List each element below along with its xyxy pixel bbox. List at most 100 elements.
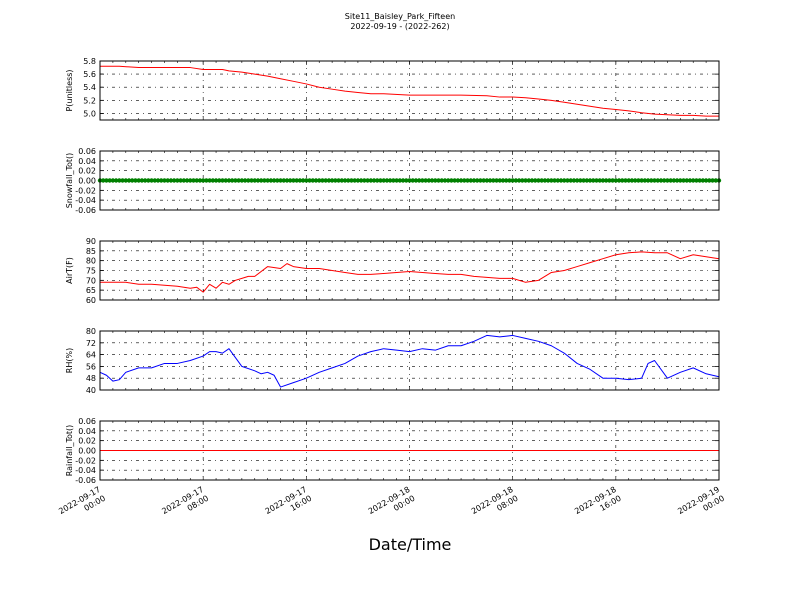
data-point [304,178,309,183]
data-point [526,178,531,183]
data-point [661,178,667,183]
data-point [352,178,357,183]
data-point [275,178,280,183]
data-point [333,178,338,183]
y-tick-label: 0.04 [78,157,96,166]
y-tick-label: -0.02 [75,456,96,465]
data-point [455,178,461,183]
series-line [100,251,720,293]
data-point [416,178,422,183]
data-point [233,178,238,183]
panel-4: 80 72 64 56 48 40 RH(%) [65,327,720,395]
data-point [562,178,567,183]
data-point [520,178,525,183]
data-point [278,178,283,183]
data-point [371,178,377,183]
data-point [481,178,486,183]
data-point [504,178,509,183]
data-point [523,178,528,183]
data-point [539,178,544,183]
panels: 5.85.65.45.25.0P(unitless)0.060.040.020.… [65,57,722,485]
data-point [342,178,348,183]
y-tick-label: 0.02 [78,437,96,446]
data-point [378,178,383,183]
y-tick-label: 0.06 [78,147,96,156]
y-tick-label: 0.02 [78,167,96,176]
data-point [549,178,554,183]
data-point [391,178,396,183]
data-point [529,178,535,183]
data-point [210,178,216,183]
data-point [339,178,344,183]
data-point [130,178,135,183]
data-point [536,178,541,183]
data-point [123,178,128,183]
data-point [442,178,448,183]
data-point [639,178,644,183]
data-point [668,178,673,183]
data-point [317,178,322,183]
y-tick-label: 0.00 [78,177,96,186]
y-tick-label: 65 [86,286,96,295]
data-point [487,178,493,183]
data-point [439,178,444,183]
data-point [568,178,573,183]
data-point [133,178,138,183]
data-point [603,178,609,183]
data-point [142,178,148,183]
data-point [510,178,515,183]
data-point [300,178,306,183]
axes-frame [99,150,720,211]
data-point [288,178,293,183]
x-tick-labels: 2022-09-1700:00 2022-09-1708:00 2022-09-17… [57,485,726,525]
data-point [574,178,580,183]
data-point [194,178,199,183]
data-point [320,178,325,183]
x-tick-label: 2022-09-1716:00 [264,485,314,525]
y-tick-label: 85 [86,247,96,256]
data-point [400,178,406,183]
data-point [478,178,483,183]
data-point [104,178,109,183]
data-point [159,178,164,183]
data-point [613,178,619,183]
data-point [571,178,577,183]
panel-1: 5.8 5.6 5.4 5.2 5.0 P(unitless) [65,57,720,121]
y-tick-label: 0.04 [78,427,96,436]
y-axis-label: Snowfall_Tot() [65,153,74,209]
data-point [555,178,561,183]
data-point [465,178,470,183]
data-point [445,178,451,183]
data-point [587,178,593,183]
data-point [101,178,106,183]
x-axis-label: Date/Time [369,535,452,554]
data-point [420,178,425,183]
data-point [346,178,351,183]
data-point [607,178,612,183]
y-tick-label: 90 [86,237,96,246]
data-point [184,178,190,183]
y-tick-label: 80 [86,327,96,336]
data-point [213,178,219,183]
data-point [349,178,354,183]
data-point [249,178,254,183]
data-point [507,178,512,183]
data-point [197,178,203,183]
data-point [362,178,367,183]
chart-title: Site11_Baisley_Park_Fifteen [345,12,455,21]
axes-frame [99,240,720,301]
data-point [468,178,473,183]
axes-frame [99,60,720,121]
data-point [594,178,599,183]
data-point [336,178,341,183]
y-tick-label: 56 [86,362,96,371]
data-point [623,178,628,183]
data-point [155,178,161,183]
data-point [642,178,648,183]
data-point [149,178,154,183]
data-point [710,178,715,183]
data-point [494,178,499,183]
data-point [645,178,651,183]
y-tick-label: -0.02 [75,186,96,195]
data-point [252,178,257,183]
